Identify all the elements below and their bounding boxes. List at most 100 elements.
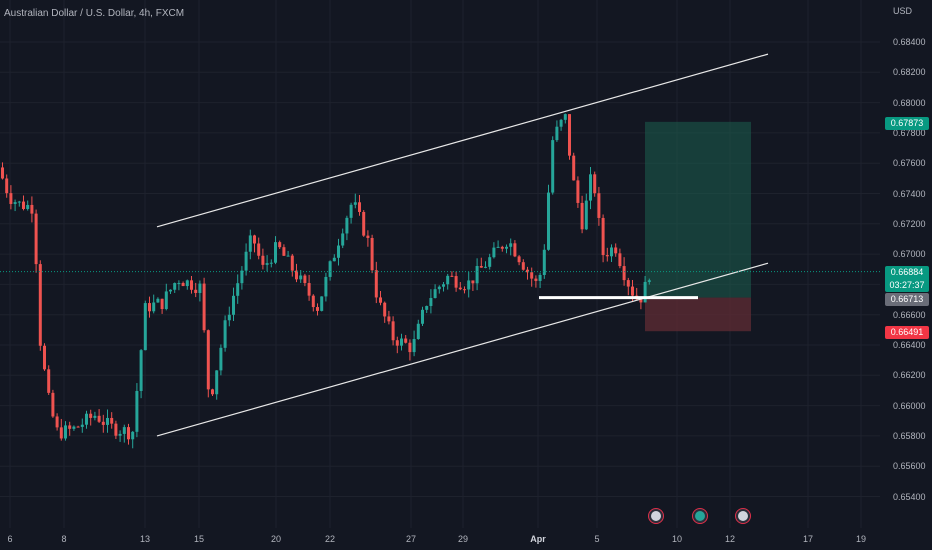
candle-up [177,282,181,284]
time-tick-label: 5 [594,534,600,544]
candle-up [559,119,563,127]
candle-down [311,295,315,308]
event-marker-1[interactable] [648,508,664,524]
time-tick-label: 22 [324,534,336,544]
candle-up [320,296,324,311]
candle-down [618,253,622,267]
time-tick-label: 20 [270,534,282,544]
candle-up [93,415,97,418]
candle-up [232,295,235,315]
candle-up [412,339,416,353]
target-price-tag: 0.67873 [885,117,929,130]
candle-up [643,281,647,303]
candle-down [379,297,382,303]
candle-down [43,345,46,370]
price-tick-label: 0.67600 [893,158,926,169]
candle-down [358,202,361,212]
candle-up [156,298,160,303]
candle-down [521,262,525,270]
candle-up [17,201,21,203]
candle-down [282,247,286,256]
candle-up [122,427,126,434]
candle-up [106,417,109,425]
candle-up [551,140,555,193]
candle-down [530,272,534,279]
candle-down [127,427,130,440]
candle-up [236,283,240,296]
price-tick-label: 0.65600 [893,461,926,472]
price-tick-label: 0.68400 [893,37,926,47]
price-tick-label: 0.67400 [893,188,926,199]
candle-down [597,193,601,218]
candle-down [622,266,626,281]
candle-down [22,201,25,209]
candle-up [198,283,202,293]
candle-down [374,270,378,298]
candle-down [1,167,4,179]
au-flag-event-icon [695,511,705,521]
candle-down [59,427,63,439]
candle-down [190,280,193,290]
candle-down [605,255,609,257]
time-tick-label: 17 [802,534,814,544]
candle-up [26,204,30,209]
target-zone [645,121,751,298]
candle-up [227,314,231,321]
candle-up [139,350,143,391]
candle-up [269,262,273,264]
candle-up [80,424,84,427]
candle-up [143,303,147,351]
entry-price-tag: 0.66713 [885,293,929,306]
time-tick-label: Apr [530,534,546,544]
candle-down [114,423,118,436]
candle-up [152,302,156,312]
candle-up [244,251,248,271]
candle-up [467,280,471,290]
candle-down [110,417,114,424]
candle-up [446,275,450,285]
candle-down [639,299,643,303]
price-tick-label: 0.65400 [893,491,926,502]
candle-down [101,421,105,425]
candle-down [576,180,580,203]
candle-down [513,243,517,257]
price-tick-label: 0.68000 [893,97,926,108]
candle-up [173,283,177,290]
current-price-tag: 0.66884 03:27:37 [885,266,929,292]
event-marker-3[interactable] [735,508,751,524]
candle-up [425,306,429,310]
candle-down [68,425,72,429]
candle-down [471,280,475,284]
candle-up [589,174,592,201]
candle-up [85,413,88,425]
candle-up [240,270,244,284]
candle-up [421,309,424,324]
candle-down [387,316,391,322]
candle-up [345,217,349,234]
us-flag-event-icon [651,511,661,521]
candle-down [76,426,80,428]
trend-channel[interactable] [0,53,880,437]
candle-up [538,274,542,281]
candle-down [97,415,101,422]
candle-down [395,340,399,346]
candle-down [38,264,42,346]
price-tick-label: 0.65800 [893,430,926,441]
candle-down [534,278,538,281]
candle-up [324,276,328,297]
time-tick-label: 19 [855,534,867,544]
candle-down [55,416,59,428]
candle-down [30,204,34,214]
candle-down [463,289,466,291]
candle-up [248,235,252,252]
candle-down [568,114,571,156]
candle-up [332,257,336,262]
price-tick-label: 0.67800 [893,127,926,138]
position-zones[interactable] [645,121,751,332]
candle-up [563,114,567,120]
event-marker-2[interactable] [692,508,708,524]
candlesticks [1,113,651,449]
symbol-title: Australian Dollar / U.S. Dollar, 4h, FXC… [4,8,185,19]
price-tick-label: 0.67000 [893,249,926,260]
